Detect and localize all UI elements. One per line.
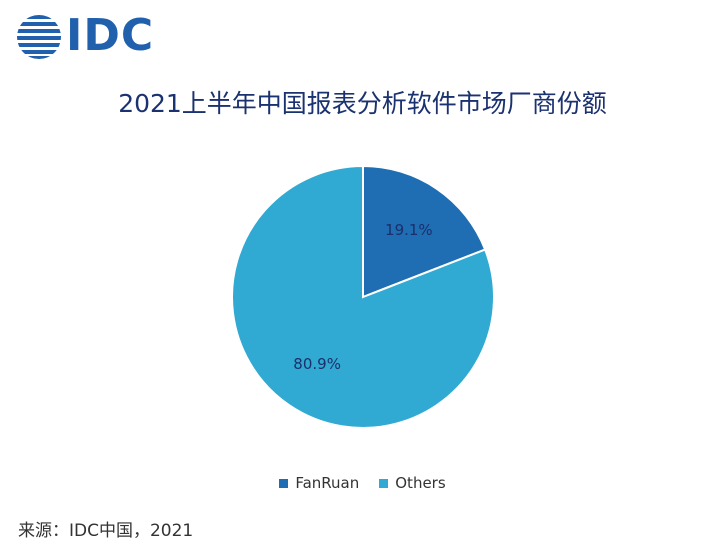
pie-chart: 19.1% 80.9% [231, 164, 495, 429]
source-note: 来源：IDC中国，2021 [18, 521, 194, 541]
globe-icon [17, 15, 61, 59]
pie-slice-others [231, 164, 495, 429]
pie-slice-fanruan [362, 164, 487, 299]
legend-swatch [279, 478, 289, 488]
slice-label-others: 80.9% [293, 355, 341, 373]
slice-label-fanruan: 19.1% [385, 221, 433, 239]
logo-wordmark: IDC [66, 10, 155, 61]
legend-item-others: Others [379, 474, 446, 492]
chart-title: 2021上半年中国报表分析软件市场厂商份额 [118, 89, 607, 118]
idc-logo: IDC [16, 10, 176, 62]
legend-swatch [379, 478, 389, 488]
legend-label: Others [395, 474, 446, 492]
legend-label: FanRuan [295, 474, 360, 492]
chart-legend: FanRuan Others [0, 474, 725, 492]
legend-item-fanruan: FanRuan [279, 474, 359, 492]
